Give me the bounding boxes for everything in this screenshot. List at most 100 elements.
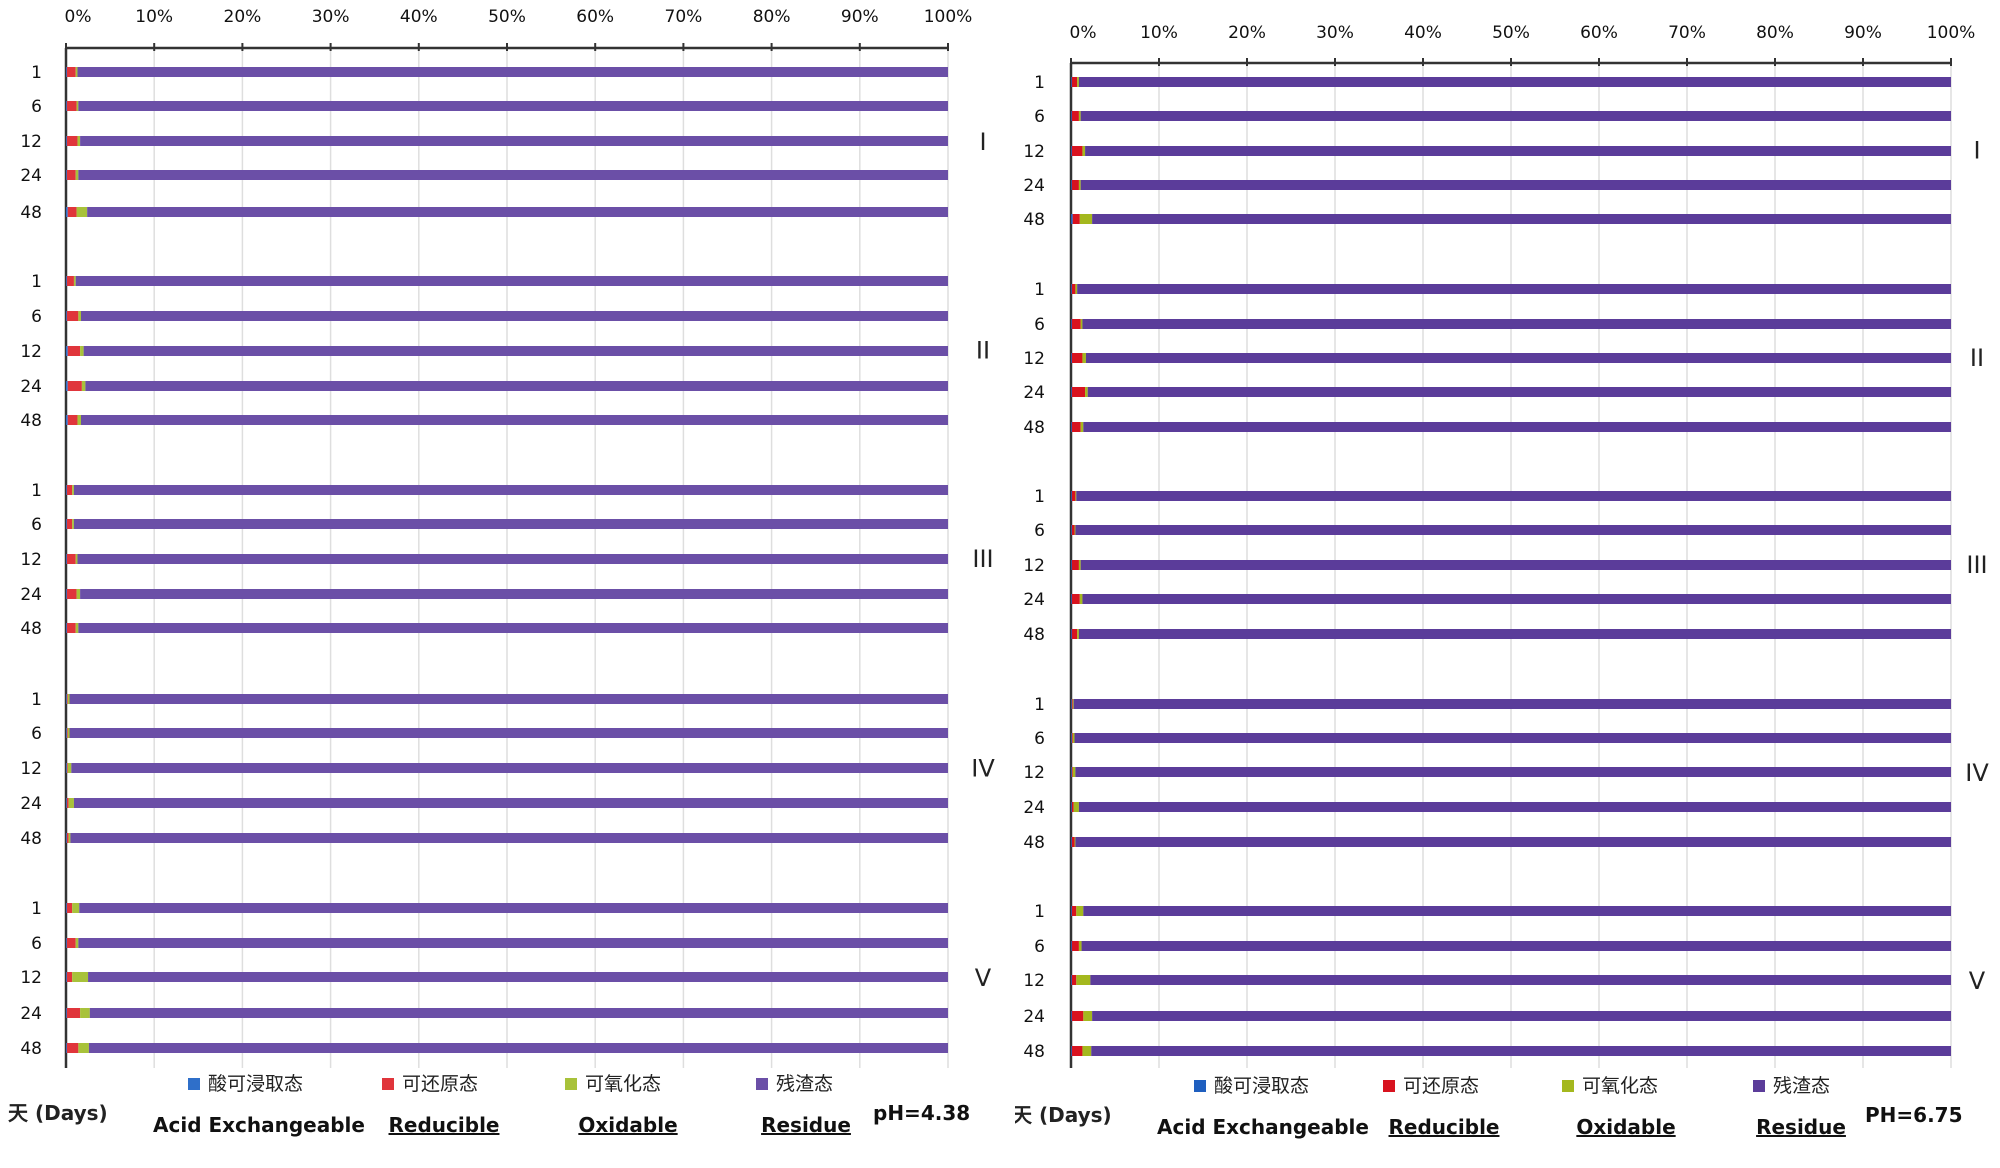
bar-segment-acid-exchangeable [1071, 387, 1072, 397]
bar-segment-reducible [66, 276, 74, 286]
x-tick-label: 90% [1844, 23, 1882, 43]
bar-segment-acid-exchangeable [1071, 629, 1072, 639]
legend-label-en: Reducible [1389, 1115, 1500, 1139]
bar-segment-oxidable [1077, 629, 1079, 639]
bar-segment-reducible [1071, 353, 1083, 363]
bar-segment-residue [69, 728, 948, 738]
bar-segment-oxidable [72, 972, 89, 982]
day-label: 6 [31, 307, 42, 327]
day-label: 12 [1023, 556, 1045, 576]
bar-segment-residue [89, 1008, 948, 1018]
bar-segment-oxidable [75, 938, 79, 948]
bar-segment-residue [1082, 594, 1951, 604]
day-label: 1 [1034, 487, 1045, 507]
bar-segment-reducible [1071, 594, 1080, 604]
day-label: 6 [1034, 729, 1045, 749]
bar-segment-oxidable [1072, 767, 1076, 777]
day-label: 48 [20, 203, 42, 223]
bar-segment-residue [1075, 767, 1951, 777]
day-label: 12 [1023, 349, 1045, 369]
day-label: 12 [20, 759, 42, 779]
bar-segment-residue [80, 311, 948, 321]
bar-segment-oxidable [68, 798, 74, 808]
day-label: 6 [1034, 315, 1045, 335]
x-tick-label: 40% [1404, 23, 1442, 43]
legend-label-en: Acid Exchangeable [1157, 1115, 1369, 1139]
bar-segment-oxidable [1078, 111, 1081, 121]
bar-segment-residue [73, 798, 949, 808]
bar-segment-oxidable [80, 346, 84, 356]
bar-segment-oxidable [76, 101, 79, 111]
bar-segment-reducible [67, 381, 82, 391]
bar-segment-residue [1091, 1046, 1951, 1056]
day-label: 1 [1034, 280, 1045, 300]
bar-segment-acid-exchangeable [66, 415, 68, 425]
bar-segment-residue [78, 938, 948, 948]
bar-segment-residue [1075, 525, 1951, 535]
legend-label-zh: 酸可浸取态 [1214, 1075, 1309, 1097]
bar-segment-oxidable [1073, 802, 1079, 812]
bar-segment-residue [1075, 837, 1951, 847]
legend-label-zh: 可还原态 [1403, 1075, 1479, 1097]
bar-segment-oxidable [75, 67, 78, 77]
day-label: 6 [31, 97, 42, 117]
bar-segment-residue [79, 903, 949, 913]
bar-segment-oxidable [75, 554, 78, 564]
bar-segment-oxidable [1076, 975, 1091, 985]
bar-segment-oxidable [1085, 387, 1088, 397]
bar-segment-acid-exchangeable [66, 276, 67, 286]
day-label: 48 [1023, 418, 1045, 438]
bar-segment-acid-exchangeable [66, 346, 68, 356]
bar-segment-oxidable [76, 589, 81, 599]
x-tick-label: 70% [1668, 23, 1706, 43]
group-label: II [976, 337, 990, 365]
bar-segment-acid-exchangeable [1071, 733, 1072, 743]
stacked-bar-chart-ph-6-75: 0% 10% 20% 30% 40% 50% 60% 70% 80% 90% 100% 1 6 12 24 4… [1012, 23, 1989, 1139]
bar-segment-reducible [1071, 525, 1075, 535]
legend-label-zh: 残渣态 [776, 1073, 833, 1095]
day-label: 12 [1023, 971, 1045, 991]
bar-segment-oxidable [1078, 941, 1082, 951]
group-label: II [1970, 344, 1984, 372]
bar-segment-oxidable [1079, 214, 1093, 224]
bar-segment-residue [77, 554, 948, 564]
group-label: IV [971, 755, 995, 783]
bar-segment-reducible [66, 833, 69, 843]
bar-segment-oxidable [81, 381, 86, 391]
bar-segment-acid-exchangeable [66, 972, 67, 982]
day-label: 12 [1023, 763, 1045, 783]
bar-segment-oxidable [1075, 491, 1077, 501]
bar-segment-reducible [67, 346, 81, 356]
bar-segment-residue [78, 101, 948, 111]
bar-segment-acid-exchangeable [1071, 284, 1072, 294]
bar-segment-reducible [1071, 111, 1079, 121]
bar-segment-reducible [1071, 1046, 1083, 1056]
bar-segment-reducible [1071, 284, 1076, 294]
bar-segment-reducible [66, 972, 73, 982]
bar-segment-oxidable [1080, 422, 1084, 432]
bar-segment-oxidable [1072, 699, 1074, 709]
bar-segment-acid-exchangeable [1071, 1046, 1072, 1056]
bar-segment-acid-exchangeable [66, 903, 67, 913]
bar-segment-acid-exchangeable [1071, 353, 1072, 363]
bar-segment-acid-exchangeable [66, 519, 67, 529]
bar-segment-reducible [1071, 319, 1081, 329]
bar-segment-acid-exchangeable [66, 207, 68, 217]
bar-segment-reducible [66, 311, 79, 321]
day-label: 48 [20, 619, 42, 639]
bar-segment-acid-exchangeable [66, 554, 67, 564]
bar-segment-residue [1083, 906, 1951, 916]
day-label: 48 [1023, 625, 1045, 645]
bar-segment-acid-exchangeable [66, 728, 67, 738]
bar-segment-oxidable [78, 311, 81, 321]
day-label: 12 [20, 968, 42, 988]
x-tick-label: 60% [576, 7, 614, 27]
day-label: 24 [1023, 1007, 1045, 1027]
bar-segment-reducible [66, 694, 68, 704]
bar-segment-acid-exchangeable [66, 694, 67, 704]
bar-segment-oxidable [1072, 733, 1075, 743]
bar-segment-residue [80, 589, 948, 599]
bar-segment-residue [1078, 802, 1951, 812]
day-label: 1 [1034, 73, 1045, 93]
bar-segment-reducible [1071, 146, 1083, 156]
